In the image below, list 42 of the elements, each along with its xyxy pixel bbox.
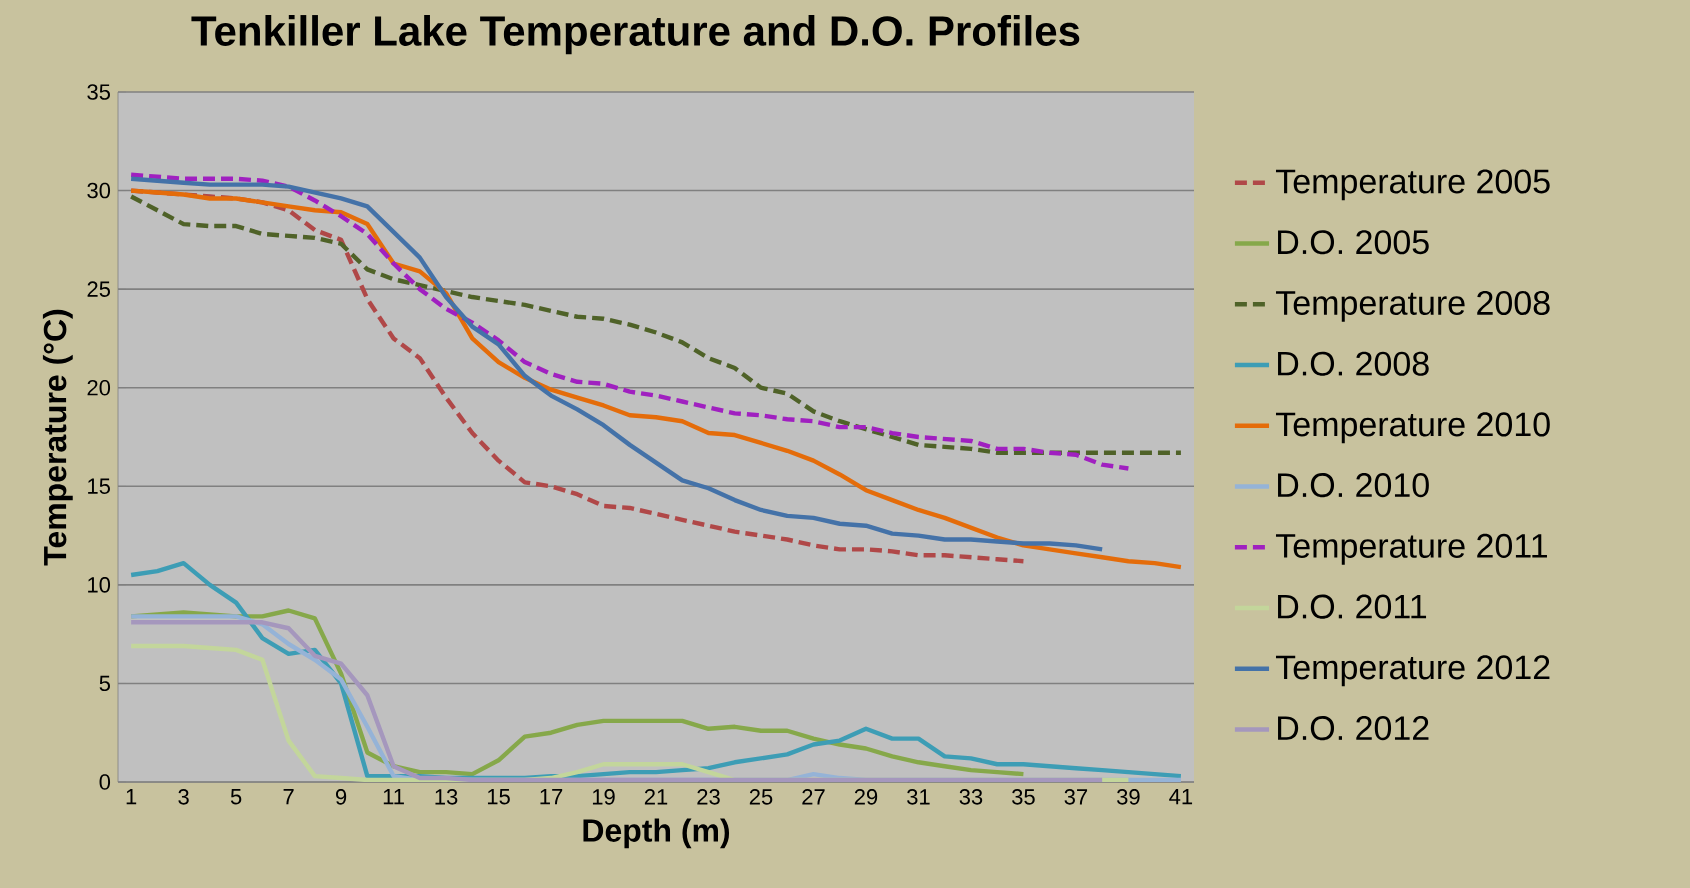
x-tick-label: 19 — [592, 789, 615, 805]
x-tick-label: 41 — [1169, 789, 1193, 805]
x-tick-label: 37 — [1064, 789, 1088, 805]
x-tick-label: 25 — [749, 789, 773, 805]
y-tick-label: 25 — [87, 281, 110, 297]
x-tick-label: 29 — [854, 789, 878, 805]
x-tick-label: 13 — [435, 789, 458, 805]
x-tick-label: 39 — [1117, 789, 1140, 805]
x-tick-label: 35 — [1012, 789, 1035, 805]
y-tick-label: 10 — [88, 577, 111, 593]
legend-label: D.O. 2008 — [1278, 351, 1429, 376]
legend-label: Temperature 2010 — [1275, 412, 1550, 444]
x-tick-label: 21 — [644, 789, 668, 805]
x-tick-label: 1 — [126, 789, 137, 805]
x-tick-label: 9 — [336, 789, 347, 805]
x-tick-label: 3 — [178, 789, 189, 805]
legend-label: Temperature 2012 — [1275, 655, 1550, 687]
x-tick-label: 23 — [697, 789, 720, 805]
x-tick-label: 7 — [283, 789, 294, 805]
y-tick-label: 0 — [99, 774, 111, 790]
x-tick-label: 15 — [487, 789, 510, 805]
legend-label: D.O. 2012 — [1278, 716, 1429, 741]
x-axis-title: Depth (m) — [583, 818, 730, 849]
x-tick-label: 5 — [230, 789, 242, 805]
legend-label: Temperature 2005 — [1275, 169, 1550, 201]
y-tick-label: 15 — [88, 478, 110, 494]
x-tick-label: 11 — [383, 789, 404, 805]
y-tick-label: 5 — [99, 675, 110, 692]
y-tick-label: 30 — [87, 182, 111, 199]
legend-label: D.O. 2005 — [1278, 230, 1429, 255]
x-tick-label: 17 — [540, 789, 563, 805]
legend-label: Temperature 2011 — [1275, 533, 1547, 565]
legend-label: D.O. 2010 — [1278, 473, 1429, 498]
x-tick-label: 27 — [802, 789, 825, 805]
chart-title: Tenkiller Lake Temperature and D.O. Profiles — [191, 15, 1080, 55]
y-tick-label: 35 — [87, 84, 110, 100]
legend-label: D.O. 2011 — [1278, 594, 1427, 619]
x-tick-label: 31 — [907, 789, 930, 805]
legend-label: Temperature 2008 — [1275, 290, 1550, 322]
y-axis-title: Temperature (°C) — [42, 309, 73, 566]
y-tick-label: 20 — [87, 379, 111, 396]
x-tick-label: 33 — [959, 789, 983, 805]
